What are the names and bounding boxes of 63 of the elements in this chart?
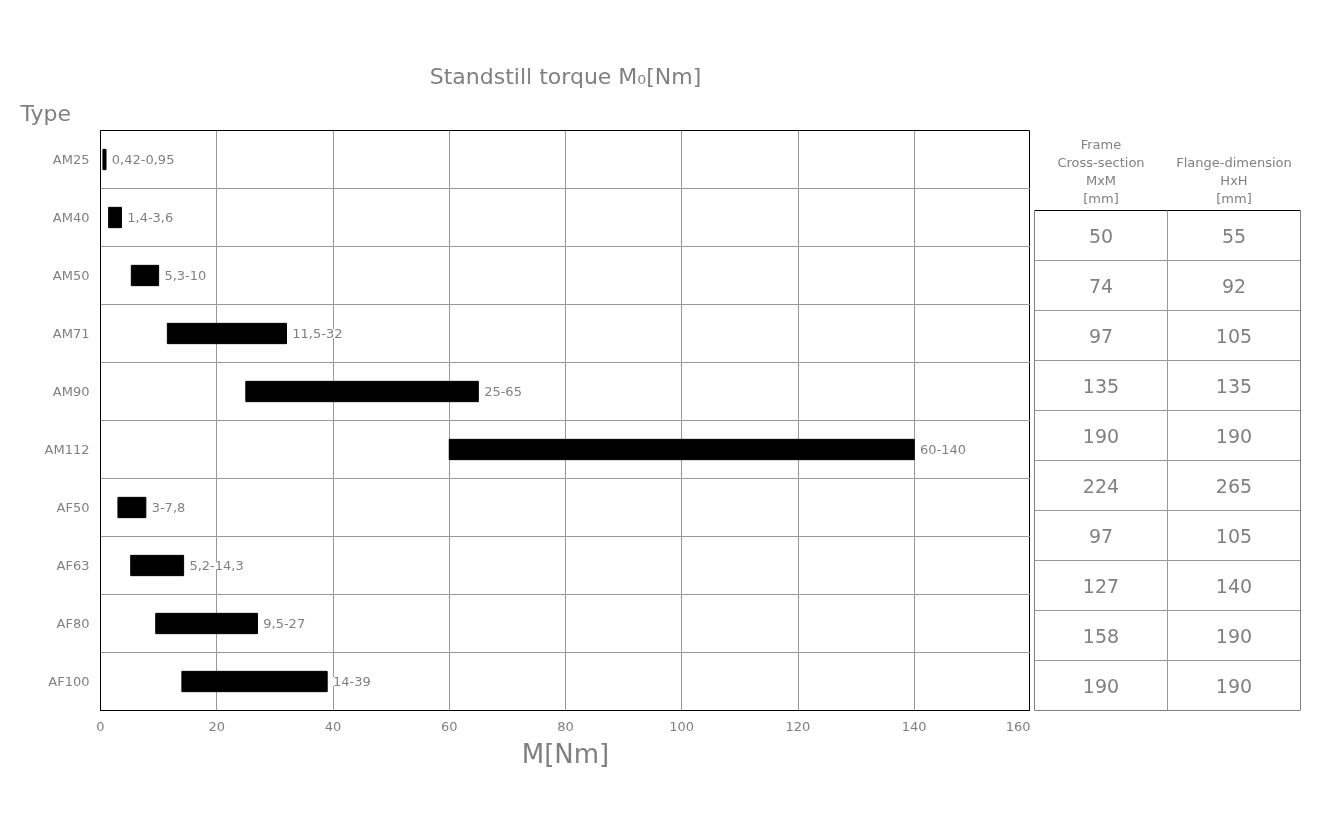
bar — [245, 380, 479, 403]
x-tick-label: 100 — [669, 718, 695, 734]
text: 140 — [1215, 574, 1253, 597]
data-label: 1,4-3,6 — [127, 210, 174, 225]
text: 190 — [1082, 674, 1120, 697]
y-tick-label: AM112 — [44, 442, 90, 457]
data-label: 3-7,8 — [151, 500, 186, 515]
data-label: 9,5-27 — [263, 616, 306, 631]
x-tick-label: 140 — [901, 718, 927, 734]
y-axis-title: Type — [19, 100, 72, 126]
text: 190 — [1082, 424, 1120, 447]
text: Flange-dimension HxH [mm] — [1176, 154, 1292, 206]
x-tick-label: 40 — [324, 718, 342, 734]
bar — [448, 438, 915, 461]
data-label: 5,2-14,3 — [189, 558, 244, 573]
y-tick-label: AF50 — [56, 500, 90, 515]
text: 135 — [1215, 374, 1253, 397]
text: 105 — [1215, 524, 1253, 547]
y-tick-label: AF63 — [56, 558, 90, 573]
text: 97 — [1088, 524, 1114, 547]
x-tick-label: 60 — [440, 718, 458, 734]
x-axis-title: M[Nm] — [521, 738, 610, 769]
text: 190 — [1215, 674, 1253, 697]
text: 55 — [1221, 224, 1247, 247]
text: 92 — [1221, 274, 1247, 297]
y-tick-label: AF80 — [56, 616, 90, 631]
data-label: 0,42-0,95 — [111, 152, 175, 167]
chart-title: Standstill torque M₀[Nm] — [429, 63, 702, 89]
bar — [130, 554, 185, 577]
data-label: 25-65 — [484, 384, 522, 399]
text: 224 — [1082, 474, 1120, 497]
data-label: 60-140 — [920, 442, 967, 457]
y-tick-label: AM25 — [52, 152, 90, 167]
data-label: 5,3-10 — [164, 268, 207, 283]
bar — [155, 612, 258, 635]
x-tick-label: 0 — [96, 718, 105, 734]
text: Frame Cross-section MxM [mm] — [1057, 136, 1145, 206]
text: 127 — [1082, 574, 1120, 597]
text: 190 — [1215, 624, 1253, 647]
text: 50 — [1088, 224, 1114, 247]
x-tick-label: 80 — [557, 718, 574, 734]
text: 97 — [1088, 324, 1114, 347]
y-tick-label: AM71 — [52, 326, 90, 341]
text: 265 — [1215, 474, 1253, 497]
bar — [166, 322, 287, 345]
text: 158 — [1082, 624, 1120, 647]
y-tick-label: AM50 — [52, 268, 90, 283]
data-label: 14-39 — [333, 674, 371, 689]
bar — [117, 496, 147, 519]
text: 135 — [1082, 374, 1120, 397]
x-tick-label: 120 — [785, 718, 811, 734]
x-tick-label: 20 — [208, 718, 226, 734]
bar — [108, 206, 122, 229]
y-tick-label: AF100 — [48, 674, 90, 689]
y-tick-label: AM40 — [52, 210, 90, 225]
text: 74 — [1088, 274, 1114, 297]
data-label: 11,5-32 — [292, 326, 343, 341]
bar — [130, 264, 160, 287]
text: 190 — [1215, 424, 1253, 447]
bar — [181, 670, 328, 693]
x-tick-label: 160 — [1005, 718, 1031, 734]
y-tick-label: AM90 — [52, 384, 90, 399]
text: 105 — [1215, 324, 1253, 347]
